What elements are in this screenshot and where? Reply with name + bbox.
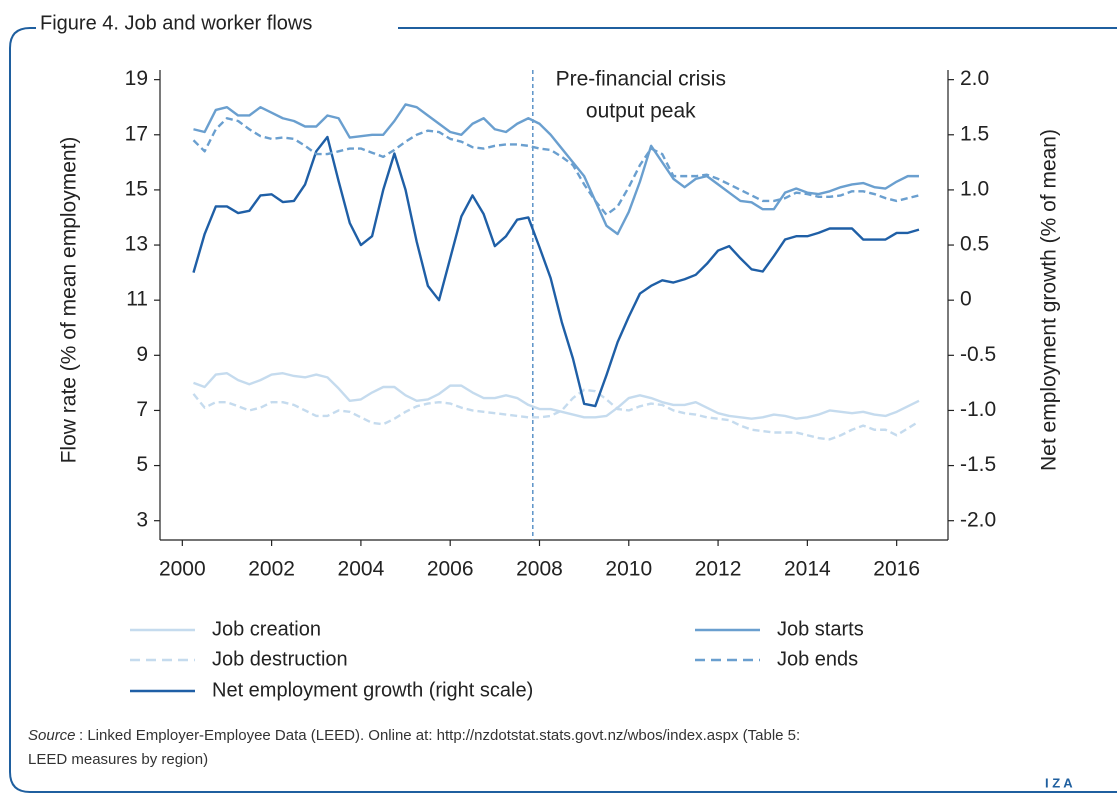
y2-tick-label: 0.5 [960,233,989,256]
y-tick-label: 7 [136,398,148,421]
y-tick-label: 11 [126,288,148,311]
y2-tick-label: 0 [960,288,972,311]
x-tick-label: 2016 [873,558,920,581]
chart-title: Figure 4. Job and worker flows [40,12,312,34]
y2-tick-label: 1.5 [960,122,989,145]
legend-label: Job starts [777,618,864,640]
x-tick-label: 2006 [427,558,474,581]
x-tick-label: 2008 [516,558,563,581]
y-tick-label: 19 [125,67,148,90]
y2-tick-label: -0.5 [960,343,996,366]
source-label: Source [28,727,76,744]
x-tick-label: 2004 [338,558,385,581]
source-text: : Linked Employer-Employee Data (LEED). … [79,727,800,744]
y2-tick-label: -2.0 [960,508,996,531]
y2-axis-label: Net employment growth (% of mean) [1038,129,1061,471]
series-line [193,103,919,236]
series-line [192,388,920,441]
series-line [192,135,920,408]
annotation-text: output peak [586,100,696,123]
x-tick-label: 2000 [159,558,206,581]
y2-tick-label: 1.0 [960,177,989,200]
legend-label: Job creation [212,618,321,640]
x-tick-label: 2014 [784,558,831,581]
y-tick-label: 5 [136,453,148,476]
y2-tick-label: -1.0 [960,398,996,421]
y-tick-label: 15 [125,177,148,200]
y-tick-label: 17 [125,122,148,145]
logo: I Z A [1045,775,1073,790]
x-tick-label: 2002 [248,558,295,581]
legend-label: Job destruction [212,648,348,670]
x-tick-label: 2010 [605,558,652,581]
legend-label: Net employment growth (right scale) [212,679,533,701]
annotation-text: Pre-financial crisis [556,68,726,91]
y-axis-label: Flow rate (% of mean employment) [58,137,81,464]
frame [9,27,1117,793]
y-tick-label: 3 [136,508,148,531]
y2-tick-label: -1.5 [960,453,996,476]
x-tick-label: 2012 [695,558,742,581]
legend-label: Job ends [777,648,858,670]
source-text: LEED measures by region) [28,751,208,768]
series-line [193,372,920,420]
series-line [192,117,920,216]
y-tick-label: 13 [125,233,148,256]
y2-tick-label: 2.0 [960,67,989,90]
y-tick-label: 9 [136,343,148,366]
